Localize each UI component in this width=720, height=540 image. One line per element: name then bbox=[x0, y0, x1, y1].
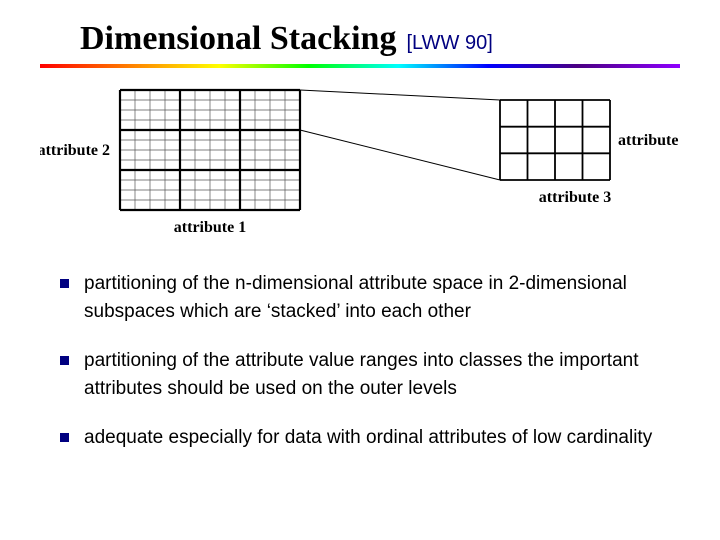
bullet-list: partitioning of the n-dimensional attrib… bbox=[40, 270, 680, 452]
list-item: partitioning of the attribute value rang… bbox=[60, 347, 670, 402]
svg-text:attribute 4: attribute 4 bbox=[618, 132, 680, 149]
svg-text:attribute 3: attribute 3 bbox=[539, 189, 611, 206]
slide-title: Dimensional Stacking bbox=[80, 20, 396, 58]
list-item: adequate especially for data with ordina… bbox=[60, 424, 670, 452]
title-row: Dimensional Stacking [LWW 90] bbox=[40, 20, 680, 58]
diagram-svg: attribute 2 attribute 1 attribute 4 attribu… bbox=[40, 80, 680, 250]
slide: Dimensional Stacking [LWW 90] attribute … bbox=[0, 0, 720, 540]
slide-citation: [LWW 90] bbox=[406, 32, 492, 55]
stacking-diagram: attribute 2 attribute 1 attribute 4 attribu… bbox=[40, 80, 680, 250]
list-item: partitioning of the n-dimensional attrib… bbox=[60, 270, 670, 325]
rainbow-rule bbox=[40, 64, 680, 68]
svg-text:attribute 2: attribute 2 bbox=[40, 142, 110, 159]
svg-text:attribute 1: attribute 1 bbox=[174, 219, 246, 236]
